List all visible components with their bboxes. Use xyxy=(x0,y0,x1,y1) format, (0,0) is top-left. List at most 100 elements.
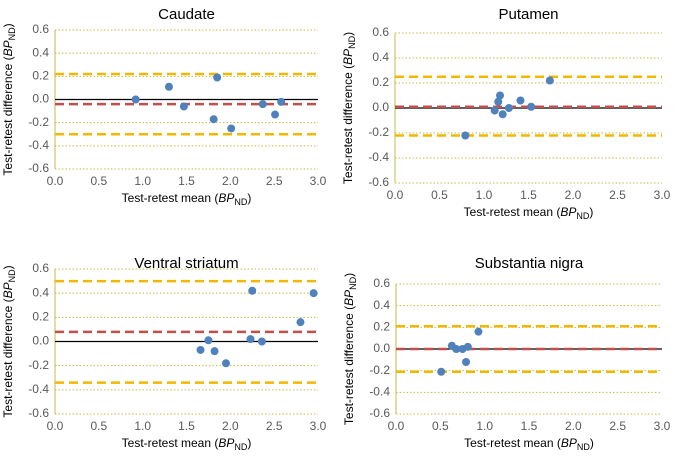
x-axis-label-close: ) xyxy=(247,436,251,450)
x-tick-label: 2.0 xyxy=(565,188,582,202)
chart-title: Substantia nigra xyxy=(475,255,584,272)
y-tick-label: 0.4 xyxy=(32,285,49,299)
x-tick-label: 2.0 xyxy=(222,174,239,188)
x-axis-label-close: ) xyxy=(590,436,594,450)
x-tick-label: 2.5 xyxy=(609,188,626,202)
data-point xyxy=(437,367,446,376)
x-tick-label: 1.5 xyxy=(520,188,537,202)
y-axis-label-close: ) xyxy=(342,273,356,277)
x-axis-label-italic: BP xyxy=(560,205,576,219)
y-axis-label-italic: BP xyxy=(341,49,355,65)
y-axis-label-subscript: ND xyxy=(348,276,358,289)
x-axis-label-italic: BP xyxy=(218,436,234,450)
y-tick-label: 0.0 xyxy=(372,100,389,114)
y-tick-label: -0.4 xyxy=(369,385,390,399)
y-tick-label: -0.6 xyxy=(368,175,389,189)
data-point xyxy=(296,318,305,327)
data-point xyxy=(545,76,554,85)
x-axis-label-close: ) xyxy=(247,191,251,205)
x-tick-label: 0.0 xyxy=(387,188,404,202)
data-point xyxy=(462,358,471,366)
y-axis-label-text: Test-retest difference ( xyxy=(342,306,356,425)
y-axis-label-subscript: ND xyxy=(347,35,357,48)
data-point xyxy=(504,104,513,112)
y-tick-label: -0.6 xyxy=(369,406,390,420)
x-axis-label: Test-retest mean (BPND) xyxy=(122,191,252,207)
x-tick-label: 3.0 xyxy=(310,174,327,188)
y-axis-label-italic: BP xyxy=(1,40,15,56)
data-point xyxy=(277,97,286,106)
data-point xyxy=(257,337,266,346)
data-point xyxy=(494,97,503,106)
y-tick-label: 0.6 xyxy=(32,261,49,275)
y-axis-label-italic: BP xyxy=(342,290,356,306)
data-point xyxy=(498,110,507,119)
x-tick-label: 2.0 xyxy=(222,419,239,433)
x-axis-label-subscript: ND xyxy=(577,442,590,452)
y-axis-label-close: ) xyxy=(1,265,15,269)
y-tick-label: 0.4 xyxy=(32,45,49,59)
x-tick-label: 0.0 xyxy=(47,174,64,188)
x-axis-label-text: Test-retest mean ( xyxy=(122,436,219,450)
y-tick-label: 0.2 xyxy=(32,310,49,324)
data-point xyxy=(221,359,230,368)
x-axis-label-close: ) xyxy=(589,205,593,219)
data-point xyxy=(271,110,280,119)
y-tick-label: 0.2 xyxy=(32,69,49,83)
data-point xyxy=(246,335,255,344)
data-point xyxy=(227,124,236,133)
x-axis-label-italic: BP xyxy=(561,436,577,450)
y-tick-label: -0.2 xyxy=(28,358,49,372)
x-axis-label-italic: BP xyxy=(218,191,234,205)
y-tick-label: -0.6 xyxy=(28,161,49,175)
x-tick-label: 1.0 xyxy=(476,188,493,202)
y-tick-label: 0.6 xyxy=(32,22,49,36)
x-axis-label-text: Test-retest mean ( xyxy=(464,205,561,219)
y-axis-label-italic: BP xyxy=(1,282,15,298)
y-tick-label: 0.4 xyxy=(373,298,390,312)
y-tick-label: 0.4 xyxy=(372,50,389,64)
chart-title: Caudate xyxy=(158,6,215,23)
y-axis-label-text: Test-retest difference ( xyxy=(341,65,355,184)
y-axis-label-subscript: ND xyxy=(7,27,17,40)
x-axis-label-text: Test-retest mean ( xyxy=(122,191,219,205)
y-tick-label: -0.2 xyxy=(368,125,389,139)
x-tick-label: 1.5 xyxy=(178,174,195,188)
data-point xyxy=(196,345,205,354)
data-point xyxy=(258,100,267,109)
data-point xyxy=(179,102,188,111)
y-tick-label: 0.0 xyxy=(32,334,49,348)
y-tick-label: -0.2 xyxy=(369,363,390,377)
x-tick-label: 2.5 xyxy=(609,419,626,433)
y-tick-label: 0.2 xyxy=(373,320,390,334)
y-axis-label: Test-retest difference (BPND) xyxy=(1,265,17,417)
y-tick-label: 0.6 xyxy=(372,25,389,39)
x-tick-label: 3.0 xyxy=(654,188,671,202)
data-point xyxy=(474,327,483,336)
y-axis-label: Test-retest difference (BPND) xyxy=(342,273,358,425)
y-axis-label-close: ) xyxy=(341,32,355,36)
y-axis-label-subscript: ND xyxy=(7,269,17,282)
y-tick-label: -0.2 xyxy=(28,115,49,129)
y-tick-label: -0.4 xyxy=(368,150,389,164)
x-tick-label: 1.5 xyxy=(178,419,195,433)
x-tick-label: 3.0 xyxy=(654,419,671,433)
y-tick-label: 0.6 xyxy=(373,276,390,290)
data-point xyxy=(209,115,218,124)
x-tick-label: 1.0 xyxy=(476,419,493,433)
x-axis-label-subscript: ND xyxy=(234,197,247,207)
x-axis-label: Test-retest mean (BPND) xyxy=(464,205,594,221)
data-point xyxy=(463,342,472,351)
data-point xyxy=(452,345,461,353)
x-tick-label: 0.5 xyxy=(90,174,107,188)
data-point xyxy=(309,289,318,298)
x-tick-label: 2.0 xyxy=(565,419,582,433)
chart-panel: Substantia nigra 0.6 0.4 0.2 0.0 -0.2 -0.4 -0.6… xyxy=(342,255,671,452)
x-axis-label-subscript: ND xyxy=(576,211,589,221)
x-tick-label: 0.5 xyxy=(431,188,448,202)
x-tick-label: 1.5 xyxy=(521,419,538,433)
chart-panel: Ventral striatum 0.6 0.4 0.2 0.0 -0.2 -0.4 -0.6… xyxy=(1,255,327,452)
